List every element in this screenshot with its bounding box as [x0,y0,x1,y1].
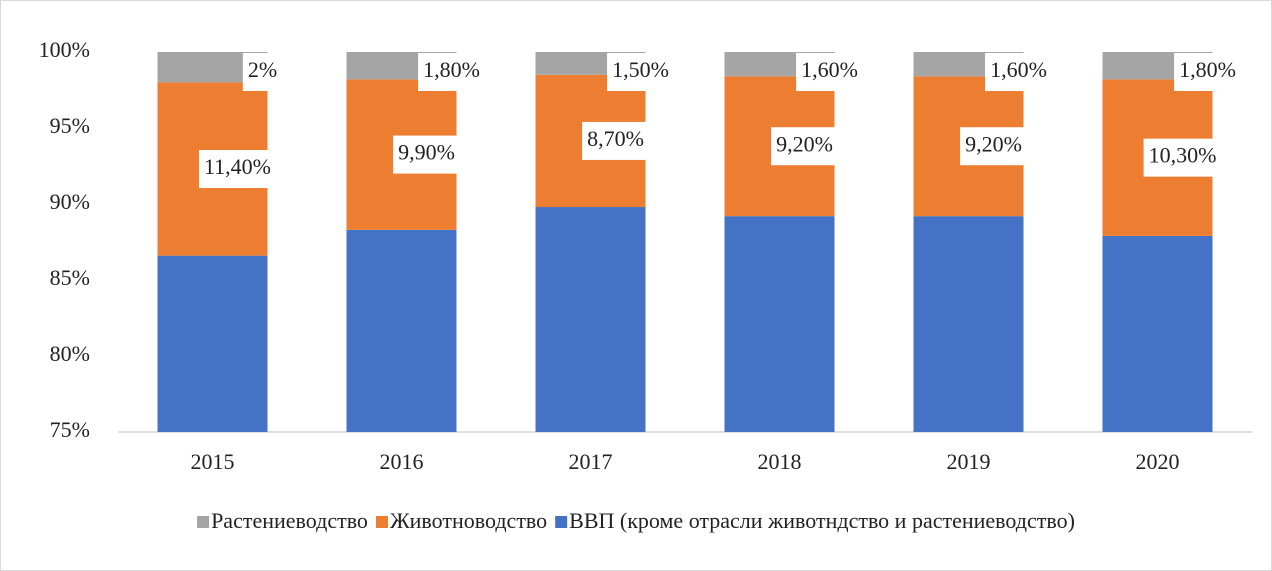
x-tick-label: 2018 [758,449,802,474]
data-label: 9,90% [398,140,455,165]
y-tick-label: 75% [50,417,90,442]
bar-segment [346,229,457,432]
data-label: 1,60% [801,57,858,82]
legend-swatch [375,516,388,528]
legend-label: Растениеводство [211,508,368,533]
data-label: 1,80% [1179,57,1236,82]
data-label: 9,20% [965,131,1022,156]
data-label-bg [1174,53,1241,91]
x-tick-label: 2017 [569,449,613,474]
legend-label: ВВП (кроме отрасли животндство и растени… [569,508,1075,533]
x-tick-label: 2015 [191,449,235,474]
y-tick-label: 95% [50,113,90,138]
data-label: 10,30% [1149,143,1217,168]
data-label: 1,80% [423,57,480,82]
data-label-bg [242,53,283,91]
data-label-bg [582,121,649,160]
y-tick-label: 100% [39,37,90,62]
x-tick-label: 2020 [1136,449,1180,474]
bar-segment [1102,235,1213,432]
data-label-bg [393,135,460,174]
bar-segment [913,216,1024,432]
data-label: 9,20% [776,131,833,156]
data-label: 1,50% [612,57,669,82]
data-label: 8,70% [587,126,644,151]
data-label: 1,60% [990,57,1047,82]
y-tick-label: 90% [50,189,90,214]
data-label-bg [607,53,674,91]
data-label-bg [796,53,863,91]
legend-swatch [555,516,568,528]
x-tick-label: 2019 [947,449,991,474]
bar-segment [535,207,646,432]
data-label-bg [960,127,1027,166]
data-label: 2% [248,57,277,82]
x-tick-label: 2016 [380,449,424,474]
data-label-bg [771,127,838,166]
legend-swatch [197,516,210,528]
y-tick-label: 80% [50,341,90,366]
data-label-bg [985,53,1052,91]
bar-segment [724,216,835,432]
data-label-bg [198,150,277,189]
data-label: 11,40% [204,154,271,179]
bar-segment [157,255,268,432]
legend-label: Животноводство [390,508,547,533]
data-label-bg [1143,138,1222,177]
data-label-bg [418,53,485,91]
y-tick-label: 85% [50,265,90,290]
